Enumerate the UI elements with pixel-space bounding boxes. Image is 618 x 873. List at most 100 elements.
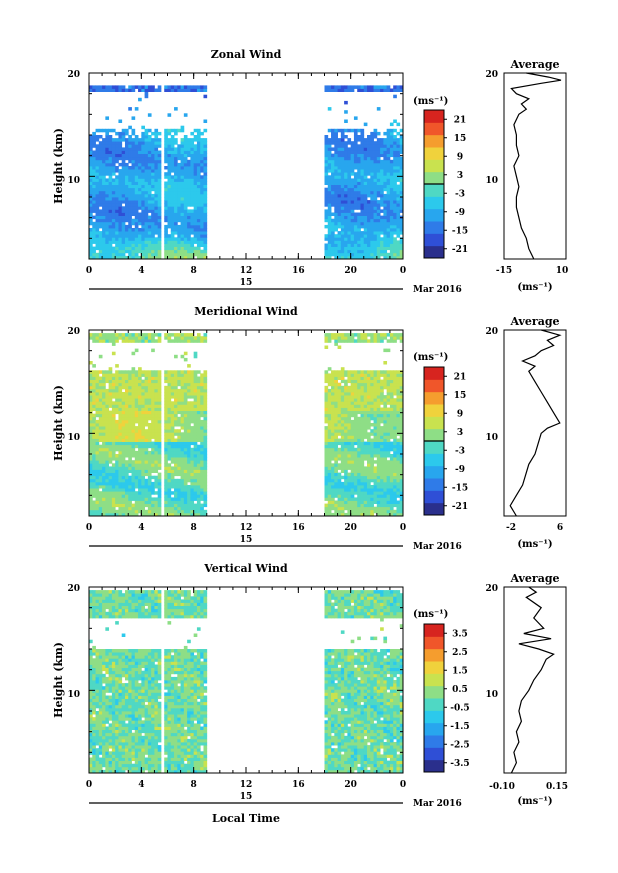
heatmap-cell: [193, 469, 198, 473]
heatmap-cell: [340, 166, 345, 170]
heatmap-cell: [363, 181, 368, 185]
heatmap-cell: [347, 203, 352, 207]
heatmap-cell: [363, 497, 368, 501]
heatmap-cell: [138, 444, 142, 449]
heatmap-cell: [324, 447, 329, 452]
heatmap-cell: [164, 234, 168, 238]
heatmap-cell: [190, 376, 195, 380]
heatmap-cell: [337, 209, 342, 213]
heatmap-cell: [115, 435, 119, 439]
heatmap-cell: [151, 401, 155, 405]
heatmap-cell: [108, 382, 113, 387]
heatmap-cell: [131, 376, 136, 380]
heatmap-cell: [89, 135, 93, 139]
heatmap-cell: [138, 494, 142, 498]
heatmap-cell: [151, 370, 155, 374]
heatmap-cell: [111, 255, 116, 260]
heatmap-cell: [337, 252, 342, 257]
heatmap-cell: [157, 224, 162, 229]
heatmap-cell: [144, 246, 149, 251]
heatmap-cell: [131, 444, 136, 449]
heatmap-cell: [121, 376, 126, 380]
heatmap-cell: [154, 333, 159, 337]
heatmap-cell: [376, 206, 381, 210]
heatmap-cell: [200, 481, 204, 486]
heatmap-cell: [370, 206, 374, 210]
heatmap-cell: [144, 231, 149, 235]
heatmap-cell: [128, 373, 132, 377]
heatmap-cell: [196, 416, 201, 421]
heatmap-cell: [183, 193, 188, 198]
heatmap-cell: [102, 156, 106, 161]
heatmap-cell: [344, 475, 348, 480]
heatmap-cell: [174, 169, 178, 173]
heatmap-cell: [105, 370, 110, 374]
heatmap-cell: [118, 494, 123, 498]
heatmap-cell: [164, 466, 168, 470]
heatmap-cell: [396, 193, 401, 198]
heatmap-cell: [383, 234, 388, 238]
heatmap-cell: [183, 209, 188, 213]
heatmap-cell: [170, 478, 175, 483]
heatmap-cell: [131, 187, 136, 192]
heatmap-cell: [108, 336, 113, 340]
heatmap-cell: [200, 444, 204, 449]
heatmap-cell: [128, 228, 132, 232]
heatmap-cell: [98, 141, 103, 145]
heatmap-cell: [334, 466, 338, 470]
heatmap-cell: [327, 410, 332, 415]
heatmap-cell: [350, 506, 355, 511]
heatmap-cell: [151, 429, 155, 433]
heatmap-cell: [157, 88, 162, 92]
heatmap-cell: [102, 193, 106, 198]
heatmap-cell: [200, 141, 204, 145]
heatmap-cell: [154, 413, 159, 418]
heatmap-cell: [376, 178, 381, 182]
heatmap-cell: [196, 131, 201, 136]
heatmap-cell: [190, 138, 195, 142]
heatmap-cell: [102, 500, 106, 504]
heatmap-cell: [167, 429, 172, 433]
heatmap-cell: [170, 509, 175, 514]
heatmap-cell: [164, 166, 168, 170]
heatmap-cell: [360, 447, 365, 452]
heatmap-cell: [167, 388, 172, 393]
heatmap-cell: [115, 407, 119, 411]
heatmap-cell: [389, 153, 394, 158]
heatmap-cell: [357, 156, 361, 161]
heatmap-cell: [357, 401, 361, 405]
heatmap-cell: [350, 172, 355, 176]
heatmap-cell: [141, 162, 145, 167]
heatmap-cell: [134, 444, 139, 449]
heatmap-cell: [121, 475, 126, 480]
heatmap-cell: [386, 228, 391, 232]
heatmap-cell: [124, 178, 129, 182]
heatmap-cell: [190, 416, 195, 421]
heatmap-cell: [95, 243, 100, 247]
heatmap-cell: [357, 404, 361, 408]
heatmap-cell: [138, 147, 142, 151]
heatmap-cell: [177, 228, 181, 232]
heatmap-cell: [157, 373, 162, 377]
heatmap-cell: [396, 209, 401, 213]
heatmap-cell: [98, 231, 103, 235]
heatmap-cell: [367, 404, 371, 408]
heatmap-cell: [102, 218, 106, 223]
heatmap-cell: [128, 178, 132, 182]
heatmap-cell: [115, 395, 119, 399]
heatmap-cell: [118, 187, 123, 192]
heatmap-cell: [102, 382, 106, 387]
heatmap-cell: [190, 169, 195, 173]
heatmap-cell: [170, 252, 175, 257]
heatmap-cell: [115, 333, 119, 337]
heatmap-cell: [180, 475, 185, 480]
heatmap-cell: [360, 184, 365, 189]
heatmap-cell: [353, 85, 358, 89]
heatmap-cell: [193, 135, 198, 139]
heatmap-cell: [200, 243, 204, 247]
heatmap-cell: [193, 218, 198, 223]
panel-zonal: Zonal Wind 0 4 8 12 16 20 0 20 10 Height (km) …: [52, 48, 568, 295]
heatmap-cell: [357, 212, 361, 216]
heatmap-cell: [147, 392, 152, 396]
heatmap-cell: [157, 509, 162, 514]
